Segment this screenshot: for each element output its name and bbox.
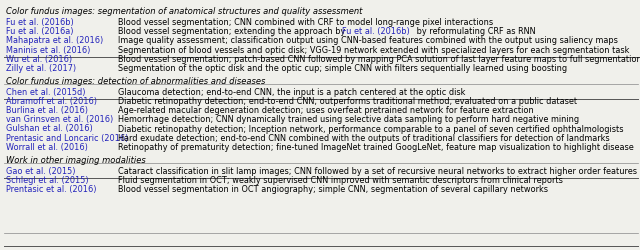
Text: Blood vessel segmentation; patch-based CNN followed by mapping PCA solution of l: Blood vessel segmentation; patch-based C… <box>118 54 640 64</box>
Text: Hemorrhage detection; CNN dynamically trained using selective data sampling to p: Hemorrhage detection; CNN dynamically tr… <box>118 115 579 124</box>
Text: Fluid segmentation in OCT; weakly supervised CNN improved with semantic descript: Fluid segmentation in OCT; weakly superv… <box>118 175 563 184</box>
Text: Blood vessel segmentation in OCT angiography; simple CNN, segmentation of severa: Blood vessel segmentation in OCT angiogr… <box>118 184 548 193</box>
Text: Diabetic retinopathy detection; end-to-end CNN, outperforms traditional method, : Diabetic retinopathy detection; end-to-e… <box>118 96 577 106</box>
Text: Gao et al. (2015): Gao et al. (2015) <box>6 166 76 175</box>
Text: Work in other imaging modalities: Work in other imaging modalities <box>6 156 146 164</box>
Text: van Grinsven et al. (2016): van Grinsven et al. (2016) <box>6 115 113 124</box>
Text: Wu et al. (2016): Wu et al. (2016) <box>6 54 72 64</box>
Text: Prentasic et al. (2016): Prentasic et al. (2016) <box>6 184 97 193</box>
Text: Prentasic and Loncaric (2016): Prentasic and Loncaric (2016) <box>6 133 129 142</box>
Text: Chen et al. (2015d): Chen et al. (2015d) <box>6 87 86 96</box>
Text: Segmentation of blood vessels and optic disk; VGG-19 network extended with speci: Segmentation of blood vessels and optic … <box>118 46 629 54</box>
Text: Maninis et al. (2016): Maninis et al. (2016) <box>6 46 90 54</box>
Text: Schlegl et al. (2015): Schlegl et al. (2015) <box>6 175 88 184</box>
Text: Color fundus images: detection of abnormalities and diseases: Color fundus images: detection of abnorm… <box>6 77 266 86</box>
Text: Blood vessel segmentation; extending the approach by: Blood vessel segmentation; extending the… <box>118 27 348 36</box>
Text: Burlina et al. (2016): Burlina et al. (2016) <box>6 106 88 115</box>
Text: Glaucoma detection; end-to-end CNN, the input is a patch centered at the optic d: Glaucoma detection; end-to-end CNN, the … <box>118 87 465 96</box>
Text: Cataract classification in slit lamp images; CNN followed by a set of recursive : Cataract classification in slit lamp ima… <box>118 166 637 175</box>
Text: Segmentation of the optic disk and the optic cup; simple CNN with filters sequen: Segmentation of the optic disk and the o… <box>118 64 567 73</box>
Text: Worrall et al. (2016): Worrall et al. (2016) <box>6 142 88 151</box>
Text: Zilly et al. (2017): Zilly et al. (2017) <box>6 64 76 73</box>
Text: Color fundus images: segmentation of anatomical structures and quality assessmen: Color fundus images: segmentation of ana… <box>6 8 362 16</box>
Text: by reformulating CRF as RNN: by reformulating CRF as RNN <box>413 27 536 36</box>
Text: Fu et al. (2016b): Fu et al. (2016b) <box>342 27 410 36</box>
Text: Gulshan et al. (2016): Gulshan et al. (2016) <box>6 124 93 133</box>
Text: Age-related macular degeneration detection; uses overfeat pretrained network for: Age-related macular degeneration detecti… <box>118 106 534 115</box>
Text: Blood vessel segmentation; CNN combined with CRF to model long-range pixel inter: Blood vessel segmentation; CNN combined … <box>118 18 493 27</box>
Text: Hard exudate detection; end-to-end CNN combined with the outputs of traditional : Hard exudate detection; end-to-end CNN c… <box>118 133 610 142</box>
Text: Abramoff et al. (2016): Abramoff et al. (2016) <box>6 96 97 106</box>
Text: Mahapatra et al. (2016): Mahapatra et al. (2016) <box>6 36 103 45</box>
Text: Diabetic retinopathy detection; Inception network, performance comparable to a p: Diabetic retinopathy detection; Inceptio… <box>118 124 623 133</box>
Text: Retinopathy of prematurity detection; fine-tuned ImageNet trained GoogLeNet, fea: Retinopathy of prematurity detection; fi… <box>118 142 634 151</box>
Text: Fu et al. (2016a): Fu et al. (2016a) <box>6 27 74 36</box>
Text: Fu et al. (2016b): Fu et al. (2016b) <box>6 18 74 27</box>
Text: Image quality assessment; classification output using CNN-based features combine: Image quality assessment; classification… <box>118 36 618 45</box>
